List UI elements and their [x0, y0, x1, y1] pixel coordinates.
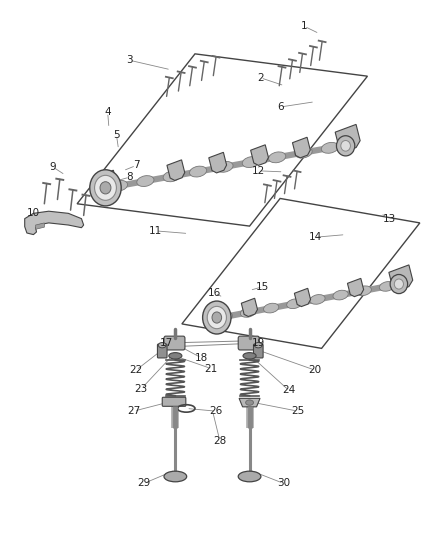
Ellipse shape [394, 279, 403, 289]
Ellipse shape [95, 175, 117, 200]
Text: 11: 11 [149, 226, 162, 236]
Text: 23: 23 [134, 384, 148, 394]
Ellipse shape [169, 353, 182, 359]
Text: 6: 6 [277, 102, 283, 112]
Polygon shape [251, 145, 268, 165]
FancyBboxPatch shape [254, 344, 263, 358]
Ellipse shape [310, 295, 325, 304]
Polygon shape [209, 152, 226, 173]
Ellipse shape [190, 166, 207, 177]
Text: 4: 4 [104, 107, 111, 117]
Ellipse shape [242, 157, 259, 167]
Ellipse shape [164, 471, 187, 482]
Polygon shape [347, 278, 364, 297]
Text: 20: 20 [308, 365, 321, 375]
Ellipse shape [379, 281, 395, 291]
Polygon shape [293, 138, 310, 158]
Ellipse shape [240, 308, 256, 317]
FancyBboxPatch shape [157, 344, 167, 358]
Text: 24: 24 [282, 385, 296, 395]
Text: 21: 21 [205, 364, 218, 374]
Polygon shape [389, 265, 413, 290]
Text: 13: 13 [383, 214, 396, 224]
Ellipse shape [333, 290, 348, 300]
Text: 29: 29 [137, 479, 151, 488]
Ellipse shape [238, 471, 261, 482]
Text: 28: 28 [213, 436, 226, 446]
Polygon shape [241, 298, 258, 317]
Ellipse shape [90, 169, 121, 206]
Ellipse shape [287, 299, 302, 309]
Ellipse shape [217, 312, 233, 321]
Ellipse shape [203, 301, 231, 334]
Text: 9: 9 [49, 161, 56, 172]
FancyBboxPatch shape [164, 336, 185, 350]
Ellipse shape [268, 152, 286, 163]
Ellipse shape [246, 400, 254, 405]
Text: 22: 22 [129, 365, 143, 375]
Ellipse shape [163, 171, 180, 182]
Text: 3: 3 [126, 55, 133, 65]
Polygon shape [25, 211, 84, 235]
Ellipse shape [254, 343, 262, 348]
Text: 17: 17 [160, 338, 173, 348]
Ellipse shape [216, 161, 233, 172]
Polygon shape [239, 398, 260, 407]
FancyBboxPatch shape [162, 397, 186, 406]
Ellipse shape [100, 182, 111, 194]
Text: 7: 7 [133, 160, 139, 171]
Text: 15: 15 [256, 282, 269, 292]
Ellipse shape [336, 136, 355, 156]
Text: 30: 30 [277, 479, 290, 488]
Ellipse shape [207, 306, 226, 329]
Text: 10: 10 [27, 208, 40, 219]
FancyBboxPatch shape [238, 336, 259, 350]
Polygon shape [294, 288, 311, 306]
Text: 16: 16 [208, 288, 221, 298]
Polygon shape [96, 170, 117, 193]
Text: 14: 14 [308, 232, 321, 243]
Text: 2: 2 [257, 73, 264, 83]
Ellipse shape [158, 343, 166, 348]
Ellipse shape [356, 286, 371, 296]
Ellipse shape [243, 353, 256, 359]
Ellipse shape [295, 147, 312, 158]
Ellipse shape [390, 274, 408, 294]
Ellipse shape [321, 142, 339, 154]
Text: 8: 8 [126, 172, 133, 182]
Text: 26: 26 [209, 406, 222, 416]
Text: 19: 19 [252, 338, 265, 348]
Text: 12: 12 [252, 166, 265, 176]
Ellipse shape [341, 141, 350, 151]
Polygon shape [35, 223, 44, 229]
Ellipse shape [212, 312, 222, 323]
Text: 27: 27 [127, 406, 141, 416]
Text: 18: 18 [195, 353, 208, 363]
Ellipse shape [110, 180, 127, 191]
Text: 1: 1 [301, 21, 307, 31]
Polygon shape [335, 124, 360, 151]
Ellipse shape [264, 303, 279, 313]
Text: 25: 25 [291, 406, 304, 416]
Ellipse shape [137, 176, 154, 187]
Polygon shape [167, 160, 185, 181]
Text: 5: 5 [113, 130, 120, 140]
